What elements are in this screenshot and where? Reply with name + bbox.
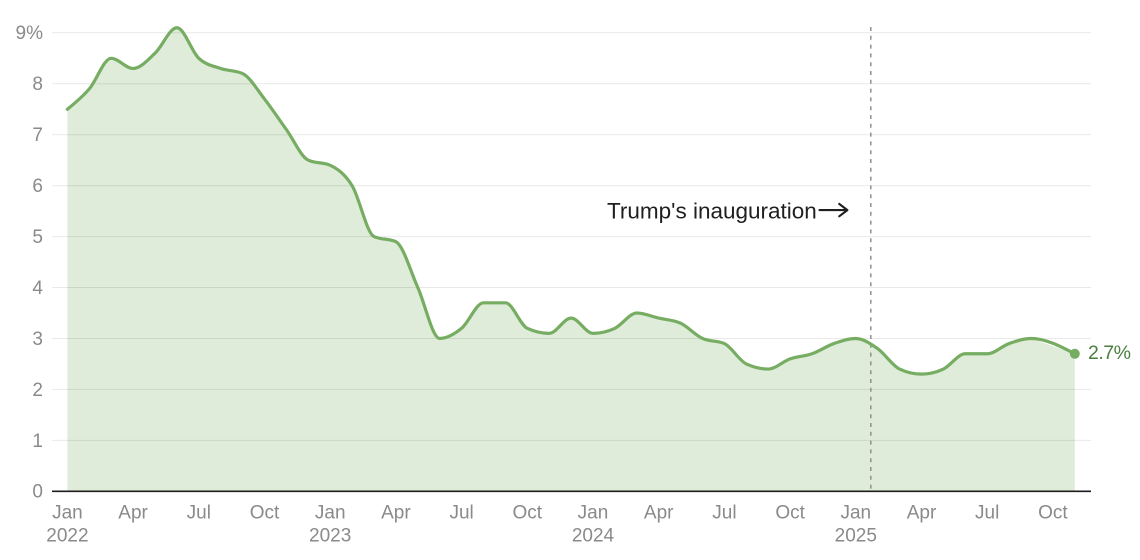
svg-text:Jan: Jan [52, 502, 83, 523]
svg-text:2022: 2022 [46, 525, 88, 546]
svg-text:Trump's inauguration: Trump's inauguration [607, 199, 817, 224]
svg-text:5: 5 [32, 227, 43, 248]
svg-text:7: 7 [32, 125, 43, 146]
svg-text:1: 1 [32, 431, 43, 452]
svg-text:Jul: Jul [712, 502, 736, 523]
svg-text:Apr: Apr [644, 502, 674, 523]
svg-text:2023: 2023 [309, 525, 351, 546]
svg-text:Jan: Jan [315, 502, 346, 523]
svg-text:3: 3 [32, 329, 43, 350]
svg-text:Jan: Jan [578, 502, 609, 523]
svg-text:Jul: Jul [975, 502, 999, 523]
svg-text:Apr: Apr [381, 502, 411, 523]
svg-text:6: 6 [32, 176, 43, 197]
svg-text:2: 2 [32, 380, 43, 401]
svg-text:Oct: Oct [513, 502, 543, 523]
svg-text:Jan: Jan [840, 502, 871, 523]
svg-text:8: 8 [32, 74, 43, 95]
svg-text:0: 0 [32, 482, 43, 503]
svg-text:9%: 9% [16, 23, 44, 44]
svg-text:4: 4 [32, 278, 43, 299]
svg-text:Oct: Oct [1038, 502, 1068, 523]
svg-text:Oct: Oct [250, 502, 280, 523]
svg-text:2.7%: 2.7% [1088, 342, 1131, 364]
svg-text:Apr: Apr [907, 502, 937, 523]
svg-text:Oct: Oct [775, 502, 805, 523]
svg-text:2025: 2025 [835, 525, 877, 546]
svg-text:2024: 2024 [572, 525, 615, 546]
svg-text:Jul: Jul [187, 502, 211, 523]
svg-text:Jul: Jul [449, 502, 473, 523]
svg-text:Apr: Apr [118, 502, 148, 523]
